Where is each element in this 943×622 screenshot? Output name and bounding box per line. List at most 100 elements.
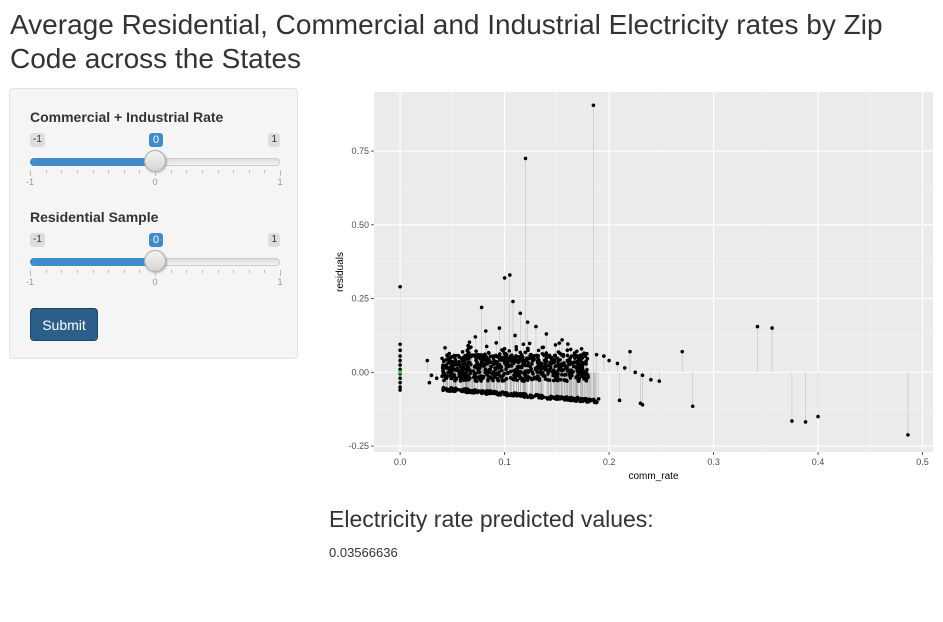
data-point [565, 358, 570, 363]
data-point [434, 376, 439, 381]
slider1-grid-tick [186, 170, 188, 173]
data-point [398, 385, 402, 389]
data-point [508, 273, 512, 277]
data-point [510, 353, 514, 357]
data-point [576, 379, 581, 383]
data-point [553, 354, 557, 358]
data-point [532, 354, 536, 358]
data-point [466, 356, 471, 361]
data-point [562, 373, 567, 377]
data-point [581, 397, 585, 401]
data-point [493, 375, 498, 379]
data-point [465, 363, 469, 368]
data-point [548, 360, 552, 365]
data-point [602, 354, 606, 358]
data-point [453, 378, 457, 383]
data-point [576, 363, 581, 368]
data-point [476, 389, 480, 393]
data-point [560, 372, 564, 377]
data-point [538, 362, 543, 367]
data-point [494, 341, 499, 345]
slider2-min-label: -1 [30, 233, 45, 247]
data-point [483, 369, 488, 374]
data-point [447, 357, 452, 362]
data-point [440, 356, 444, 361]
data-point [657, 379, 662, 383]
data-point [552, 360, 556, 365]
data-point [480, 354, 484, 358]
slider2-grid-tick [280, 270, 281, 276]
data-point [474, 349, 478, 353]
slider2-grid-tick [186, 270, 188, 273]
x-tick-label: 0.4 [812, 457, 825, 467]
data-point [461, 360, 465, 365]
data-point [514, 345, 519, 349]
slider1-grid-tick [201, 170, 203, 173]
data-point [585, 356, 590, 361]
data-point [474, 358, 478, 363]
slider2-grid-tick [139, 270, 141, 273]
data-point [516, 393, 521, 398]
slider2-handle[interactable] [144, 250, 166, 272]
data-point [521, 342, 526, 347]
data-point [398, 367, 402, 372]
data-point [546, 396, 550, 400]
commercial-industrial-slider[interactable]: -1 1 0 -1 0 1 [26, 133, 283, 193]
data-point [484, 329, 488, 333]
data-point [562, 378, 566, 382]
slider2-grid-tick [45, 270, 47, 273]
data-point [461, 374, 465, 378]
data-point [502, 378, 506, 383]
data-point [565, 348, 570, 352]
data-point [554, 370, 558, 374]
data-point [568, 347, 573, 352]
data-point [429, 373, 434, 378]
slider1-handle[interactable] [144, 150, 166, 172]
data-point [557, 366, 562, 370]
data-point [578, 368, 583, 373]
data-point [553, 374, 558, 378]
data-point [457, 371, 462, 376]
data-point [504, 367, 508, 372]
slider2-grid-tick [108, 270, 110, 273]
data-point [511, 393, 516, 398]
data-point [573, 360, 578, 364]
data-point [465, 348, 469, 353]
data-point [466, 351, 470, 356]
data-point [803, 420, 808, 424]
slider1-max-label: 1 [268, 133, 280, 147]
data-point [443, 345, 447, 350]
data-point [458, 363, 462, 367]
data-point [487, 370, 492, 375]
data-point [464, 368, 469, 373]
data-point [557, 377, 562, 382]
x-tick-label: 0.5 [916, 457, 929, 467]
data-point [579, 357, 583, 362]
data-point [584, 378, 589, 383]
submit-button[interactable]: Submit [30, 308, 98, 341]
data-point [452, 361, 457, 366]
data-point [516, 364, 521, 369]
slider1-value-label: 0 [149, 133, 164, 147]
data-point [615, 361, 620, 366]
data-point [398, 348, 402, 352]
data-point [489, 364, 494, 369]
data-point [524, 393, 528, 397]
x-tick-label: 0.3 [707, 457, 720, 467]
data-point [440, 374, 444, 379]
residential-sample-slider[interactable]: -1 1 0 -1 0 1 [26, 233, 283, 293]
slider2-value-label: 0 [149, 233, 164, 247]
data-point [463, 388, 468, 392]
data-point [541, 370, 545, 375]
data-point [582, 351, 586, 355]
data-point [468, 371, 472, 376]
data-point [479, 305, 484, 310]
data-point [450, 386, 454, 391]
slider1-grid-tick [139, 170, 141, 173]
data-point [466, 360, 470, 365]
data-point [816, 414, 820, 419]
data-point [537, 378, 542, 382]
slider1-grid-tick [264, 170, 266, 173]
data-point [446, 354, 450, 359]
data-point [559, 368, 564, 373]
